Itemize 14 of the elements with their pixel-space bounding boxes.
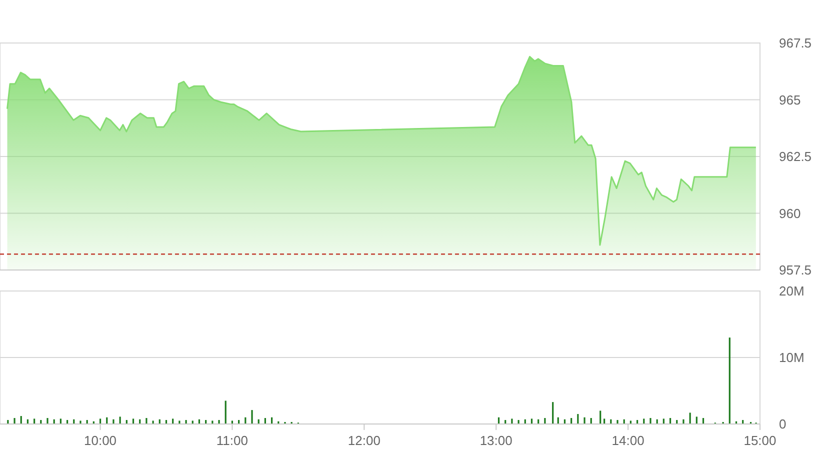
- x-tick-label: 13:00: [480, 433, 512, 448]
- y-tick-label: 965: [779, 92, 801, 108]
- y-tick-label: 20M: [779, 284, 804, 299]
- y-tick-label: 962.5: [779, 149, 812, 164]
- x-tick-label: 10:00: [84, 433, 117, 448]
- y-tick-label: 10M: [779, 350, 804, 366]
- y-tick-label: 960: [779, 206, 801, 221]
- x-tick-label: 12:00: [348, 433, 380, 448]
- x-tick-label: 11:00: [216, 433, 248, 448]
- y-tick-label: 957.5: [779, 262, 812, 278]
- y-tick-label: 967.5: [779, 36, 812, 51]
- x-tick-label: 15:00: [744, 433, 776, 448]
- y-tick-label: 0: [779, 416, 786, 432]
- x-tick-label: 14:00: [612, 433, 644, 448]
